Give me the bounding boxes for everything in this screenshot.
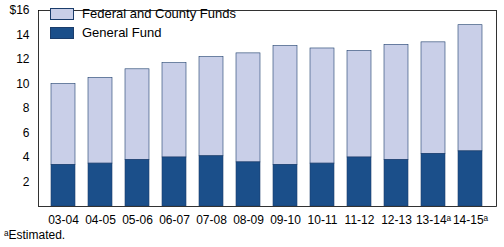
svg-text:08-09: 08-09 [233, 213, 264, 227]
svg-text:2: 2 [23, 175, 30, 189]
svg-text:07-08: 07-08 [196, 213, 227, 227]
html-text:ᵃEstimated.: ᵃEstimated. [4, 228, 66, 242]
svg-text:$16: $16 [9, 3, 29, 17]
html-text:Federal and County Funds: Federal and County Funds [82, 6, 236, 21]
svg-text:4: 4 [23, 150, 30, 164]
svg-text:10: 10 [16, 77, 30, 91]
html-text:General Fund: General Fund [82, 25, 162, 40]
svg-text:14: 14 [16, 28, 30, 42]
svg-text:13-14ᵃ: 13-14ᵃ [416, 213, 452, 227]
svg-text:11-12: 11-12 [345, 213, 375, 227]
svg-text:10-11: 10-11 [308, 213, 338, 227]
svg-text:05-06: 05-06 [122, 213, 153, 227]
svg-text:12-13: 12-13 [381, 213, 412, 227]
svg-text:04-05: 04-05 [85, 213, 116, 227]
svg-text:14-15ᵃ: 14-15ᵃ [453, 213, 489, 227]
svg-text:03-04: 03-04 [48, 213, 79, 227]
svg-text:8: 8 [23, 101, 30, 115]
svg-text:6: 6 [23, 126, 30, 140]
svg-text:06-07: 06-07 [159, 213, 190, 227]
svg-text:12: 12 [16, 52, 30, 66]
svg-text:09-10: 09-10 [270, 213, 301, 227]
